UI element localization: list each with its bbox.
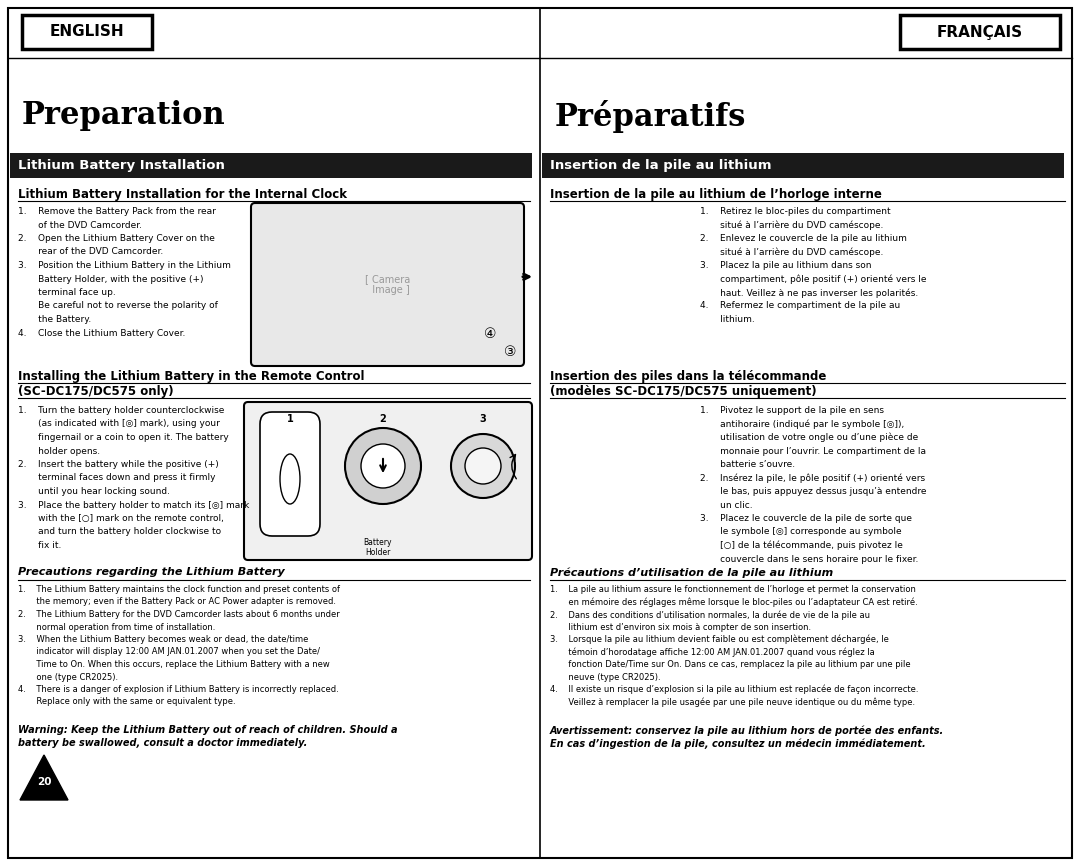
Text: Warning: Keep the Lithium Battery out of reach of children. Should a
battery be : Warning: Keep the Lithium Battery out of… — [18, 725, 397, 748]
Polygon shape — [21, 755, 68, 800]
Text: Preparation: Preparation — [22, 100, 226, 131]
Text: 3: 3 — [480, 414, 486, 424]
Bar — [542, 153, 1064, 178]
Text: ④: ④ — [484, 327, 496, 341]
Text: the Battery.: the Battery. — [18, 315, 91, 324]
Text: 2: 2 — [380, 414, 387, 424]
Circle shape — [465, 448, 501, 484]
Text: le bas, puis appuyez dessus jusqu’à entendre: le bas, puis appuyez dessus jusqu’à ente… — [700, 487, 927, 496]
FancyBboxPatch shape — [260, 412, 320, 536]
Text: until you hear locking sound.: until you hear locking sound. — [18, 487, 170, 496]
Text: 1.    Turn the battery holder counterclockwise: 1. Turn the battery holder counterclockw… — [18, 406, 225, 415]
Text: Replace only with the same or equivalent type.: Replace only with the same or equivalent… — [18, 697, 235, 707]
Text: couvercle dans le sens horaire pour le fixer.: couvercle dans le sens horaire pour le f… — [700, 554, 918, 564]
Text: of the DVD Camcorder.: of the DVD Camcorder. — [18, 221, 141, 229]
Text: ENGLISH: ENGLISH — [50, 24, 124, 40]
Text: utilisation de votre ongle ou d’une pièce de: utilisation de votre ongle ou d’une pièc… — [700, 433, 918, 443]
Text: lithium.: lithium. — [700, 315, 755, 324]
Text: Lithium Battery Installation: Lithium Battery Installation — [18, 159, 225, 172]
Text: [○] de la télécommande, puis pivotez le: [○] de la télécommande, puis pivotez le — [700, 541, 903, 551]
Text: (modèles SC-DC175/DC575 uniquement): (modèles SC-DC175/DC575 uniquement) — [550, 385, 816, 398]
Text: Lithium Battery Installation for the Internal Clock: Lithium Battery Installation for the Int… — [18, 188, 347, 201]
Text: 3.    Placez la pile au lithium dans son: 3. Placez la pile au lithium dans son — [700, 261, 872, 270]
Text: Time to On. When this occurs, replace the Lithium Battery with a new: Time to On. When this occurs, replace th… — [18, 660, 329, 669]
Text: situé à l’arrière du DVD caméscope.: situé à l’arrière du DVD caméscope. — [700, 248, 883, 257]
Text: antihoraire (indiqué par le symbole [◎]),: antihoraire (indiqué par le symbole [◎])… — [700, 419, 904, 429]
Text: fingernail or a coin to open it. The battery: fingernail or a coin to open it. The bat… — [18, 433, 229, 442]
Text: 1.    Pivotez le support de la pile en sens: 1. Pivotez le support de la pile en sens — [700, 406, 885, 415]
Text: Be careful not to reverse the polarity of: Be careful not to reverse the polarity o… — [18, 301, 218, 311]
Text: témoin d’horodatage affiche 12:00 AM JAN.01.2007 quand vous réglez la: témoin d’horodatage affiche 12:00 AM JAN… — [550, 648, 875, 657]
Circle shape — [345, 428, 421, 504]
Text: lithium est d’environ six mois à compter de son insertion.: lithium est d’environ six mois à compter… — [550, 623, 811, 631]
Text: 3.    Place the battery holder to match its [◎] mark: 3. Place the battery holder to match its… — [18, 501, 249, 509]
Text: 2.    Insérez la pile, le pôle positif (+) orienté vers: 2. Insérez la pile, le pôle positif (+) … — [700, 474, 926, 483]
Text: Précautions d’utilisation de la pile au lithium: Précautions d’utilisation de la pile au … — [550, 567, 834, 578]
Text: 4.    There is a danger of explosion if Lithium Battery is incorrectly replaced.: 4. There is a danger of explosion if Lit… — [18, 685, 339, 694]
Text: (SC-DC175/DC575 only): (SC-DC175/DC575 only) — [18, 385, 174, 398]
Text: terminal faces down and press it firmly: terminal faces down and press it firmly — [18, 474, 216, 482]
Text: 4.    Refermez le compartiment de la pile au: 4. Refermez le compartiment de la pile a… — [700, 301, 901, 311]
Text: 1: 1 — [286, 414, 294, 424]
Text: 1.    La pile au lithium assure le fonctionnement de l’horloge et permet la cons: 1. La pile au lithium assure le fonction… — [550, 585, 916, 594]
Text: terminal face up.: terminal face up. — [18, 288, 116, 297]
Text: Precautions regarding the Lithium Battery: Precautions regarding the Lithium Batter… — [18, 567, 285, 577]
Text: one (type CR2025).: one (type CR2025). — [18, 673, 118, 682]
Text: 2.    Enlevez le couvercle de la pile au lithium: 2. Enlevez le couvercle de la pile au li… — [700, 234, 907, 243]
FancyBboxPatch shape — [251, 203, 524, 366]
Text: 2.    Open the Lithium Battery Cover on the: 2. Open the Lithium Battery Cover on the — [18, 234, 215, 243]
Text: with the [○] mark on the remote control,: with the [○] mark on the remote control, — [18, 514, 224, 523]
Text: batterie s’ouvre.: batterie s’ouvre. — [700, 460, 795, 469]
Text: fonction Date/Time sur On. Dans ce cas, remplacez la pile au lithium par une pil: fonction Date/Time sur On. Dans ce cas, … — [550, 660, 910, 669]
Text: 3.    Position the Lithium Battery in the Lithium: 3. Position the Lithium Battery in the L… — [18, 261, 231, 270]
Text: situé à l’arrière du DVD caméscope.: situé à l’arrière du DVD caméscope. — [700, 221, 883, 230]
Text: Installing the Lithium Battery in the Remote Control: Installing the Lithium Battery in the Re… — [18, 370, 365, 383]
Text: Préparatifs: Préparatifs — [555, 100, 746, 133]
Text: Insertion de la pile au lithium: Insertion de la pile au lithium — [550, 159, 771, 172]
Text: le symbole [◎] corresponde au symbole: le symbole [◎] corresponde au symbole — [700, 527, 902, 537]
Text: 1.    Remove the Battery Pack from the rear: 1. Remove the Battery Pack from the rear — [18, 207, 216, 216]
Text: Veillez à remplacer la pile usagée par une pile neuve identique ou du même type.: Veillez à remplacer la pile usagée par u… — [550, 697, 915, 707]
Text: [ Camera
  Image ]: [ Camera Image ] — [365, 274, 410, 295]
Text: normal operation from time of installation.: normal operation from time of installati… — [18, 623, 215, 631]
Text: and turn the battery holder clockwise to: and turn the battery holder clockwise to — [18, 527, 221, 537]
Text: Insertion de la pile au lithium de l’horloge interne: Insertion de la pile au lithium de l’hor… — [550, 188, 882, 201]
Text: 4.    Close the Lithium Battery Cover.: 4. Close the Lithium Battery Cover. — [18, 328, 186, 338]
Text: 1.    The Lithium Battery maintains the clock function and preset contents of: 1. The Lithium Battery maintains the clo… — [18, 585, 340, 594]
Text: rear of the DVD Camcorder.: rear of the DVD Camcorder. — [18, 248, 163, 256]
Text: 3.    Lorsque la pile au lithium devient faible ou est complètement déchargée, l: 3. Lorsque la pile au lithium devient fa… — [550, 635, 889, 644]
Text: 3.    When the Lithium Battery becomes weak or dead, the date/time: 3. When the Lithium Battery becomes weak… — [18, 635, 309, 644]
Text: 4.    Il existe un risque d’explosion si la pile au lithium est replacée de faço: 4. Il existe un risque d’explosion si la… — [550, 685, 918, 695]
Text: neuve (type CR2025).: neuve (type CR2025). — [550, 673, 661, 682]
Text: FRANÇAIS: FRANÇAIS — [937, 24, 1023, 40]
Text: en mémoire des réglages même lorsque le bloc-piles ou l’adaptateur CA est retiré: en mémoire des réglages même lorsque le … — [550, 598, 918, 607]
Bar — [10, 153, 532, 178]
Text: un clic.: un clic. — [700, 501, 753, 509]
FancyBboxPatch shape — [244, 402, 532, 560]
Text: the memory; even if the Battery Pack or AC Power adapter is removed.: the memory; even if the Battery Pack or … — [18, 598, 336, 606]
Text: 2.    Insert the battery while the positive (+): 2. Insert the battery while the positive… — [18, 460, 219, 469]
Text: Insertion des piles dans la télécommande: Insertion des piles dans la télécommande — [550, 370, 826, 383]
Circle shape — [361, 444, 405, 488]
Text: ③: ③ — [503, 345, 516, 359]
Circle shape — [451, 434, 515, 498]
Text: 2.    Dans des conditions d’utilisation normales, la durée de vie de la pile au: 2. Dans des conditions d’utilisation nor… — [550, 610, 870, 619]
Text: compartiment, pôle positif (+) orienté vers le: compartiment, pôle positif (+) orienté v… — [700, 275, 927, 284]
Text: 3.    Placez le couvercle de la pile de sorte que: 3. Placez le couvercle de la pile de sor… — [700, 514, 912, 523]
Text: haut. Veillez à ne pas inverser les polarités.: haut. Veillez à ne pas inverser les pola… — [700, 288, 918, 298]
Text: Avertissement: conservez la pile au lithium hors de portée des enfants.
En cas d: Avertissement: conservez la pile au lith… — [550, 725, 944, 749]
Text: 20: 20 — [37, 777, 51, 787]
Bar — [22, 15, 152, 49]
Text: 1.    Retirez le bloc-piles du compartiment: 1. Retirez le bloc-piles du compartiment — [700, 207, 891, 216]
Text: (as indicated with [◎] mark), using your: (as indicated with [◎] mark), using your — [18, 419, 220, 429]
Text: indicator will display 12:00 AM JAN.01.2007 when you set the Date/: indicator will display 12:00 AM JAN.01.2… — [18, 648, 320, 656]
Bar — [900, 15, 1059, 49]
Text: holder opens.: holder opens. — [18, 447, 100, 456]
Text: Battery
Holder: Battery Holder — [364, 538, 392, 558]
Text: fix it.: fix it. — [18, 541, 62, 550]
Text: Battery Holder, with the positive (+): Battery Holder, with the positive (+) — [18, 275, 203, 283]
Text: 2.    The Lithium Battery for the DVD Camcorder lasts about 6 months under: 2. The Lithium Battery for the DVD Camco… — [18, 610, 340, 619]
Text: monnaie pour l’ouvrir. Le compartiment de la: monnaie pour l’ouvrir. Le compartiment d… — [700, 447, 926, 456]
